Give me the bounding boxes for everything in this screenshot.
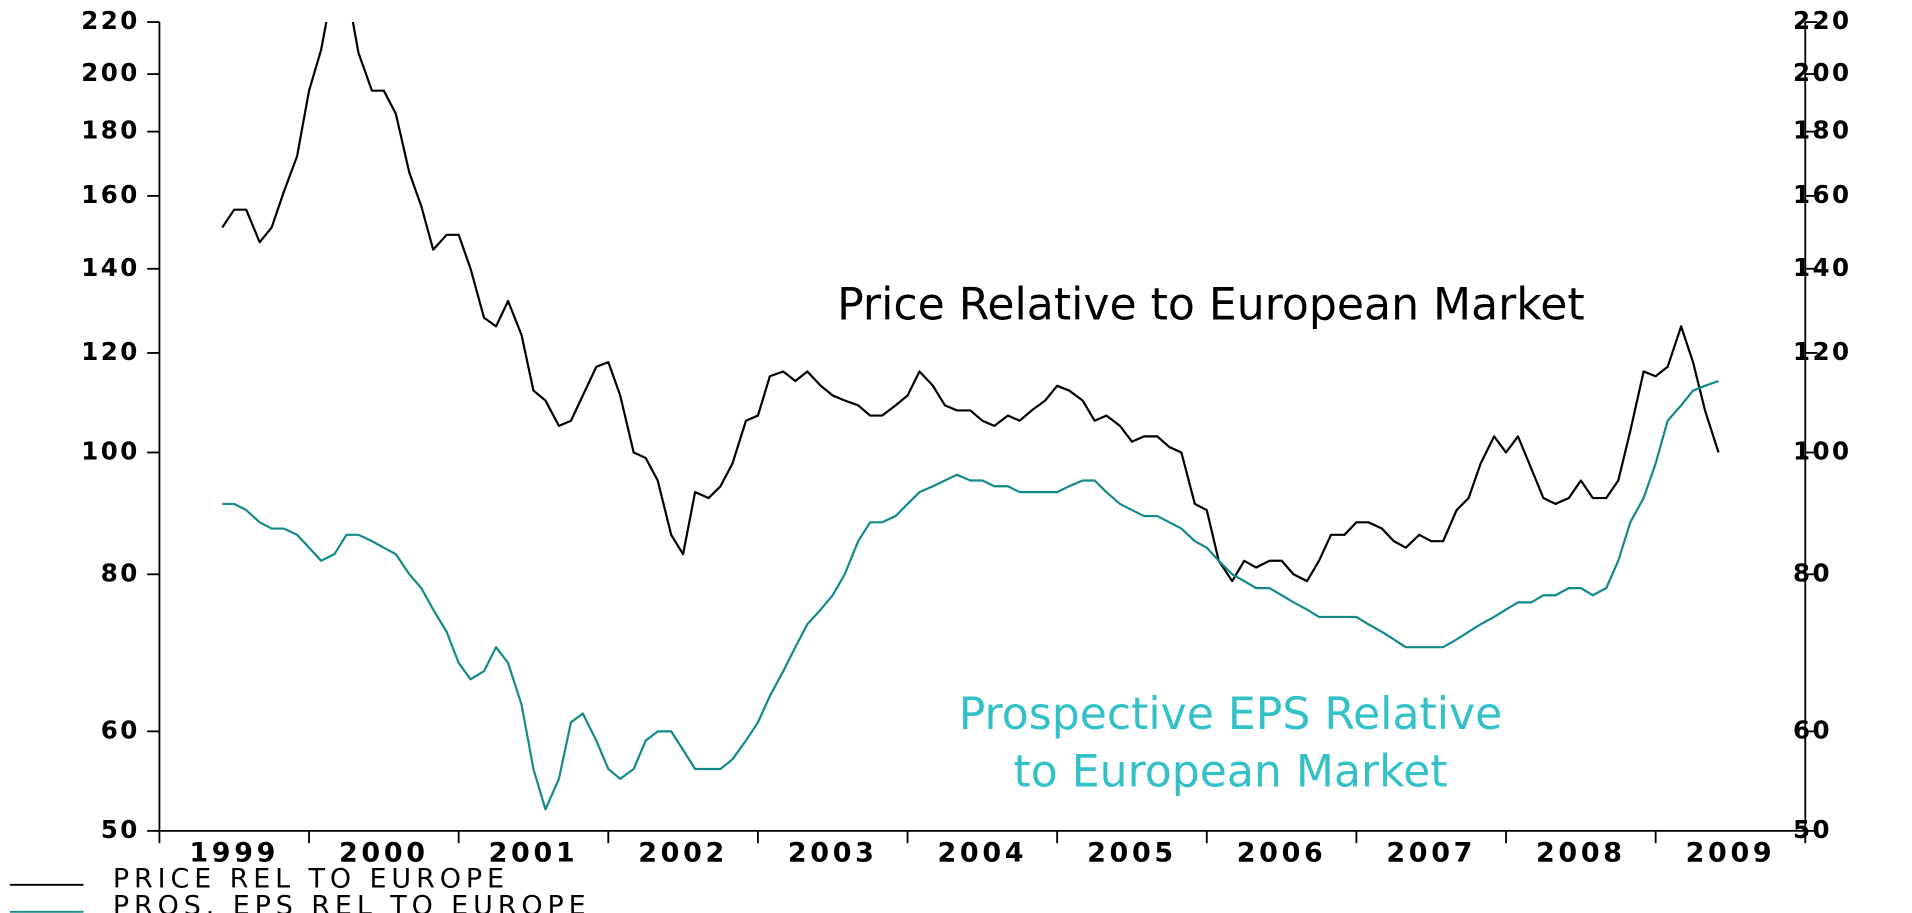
y-tick-label: 100 <box>81 436 140 465</box>
y2-tick-label: 200 <box>1793 58 1852 87</box>
y2-tick-label: 180 <box>1793 116 1852 145</box>
y2-tick-label: 220 <box>1793 6 1852 35</box>
y2-tick-label: 100 <box>1793 436 1852 465</box>
y-tick-label: 200 <box>81 58 140 87</box>
x-tick-label: 2000 <box>339 838 429 869</box>
legend-label: PRICE REL TO EUROPE <box>113 863 509 894</box>
y2-tick-label: 80 <box>1793 558 1832 587</box>
series-line <box>221 22 1720 583</box>
annotation: Prospective EPS Relative <box>959 689 1503 740</box>
y-tick-label: 60 <box>101 715 140 744</box>
y-tick-label: 160 <box>81 180 140 209</box>
annotation: Price Relative to European Market <box>837 280 1585 331</box>
x-tick-label: 2009 <box>1686 838 1776 869</box>
x-tick-label: 1999 <box>189 838 279 869</box>
x-tick-label: 2005 <box>1087 838 1177 869</box>
y2-tick-label: 50 <box>1793 815 1832 844</box>
x-tick-label: 2006 <box>1237 838 1327 869</box>
y2-tick-label: 160 <box>1793 180 1852 209</box>
x-tick-label: 2002 <box>638 838 728 869</box>
plot-area <box>221 22 1720 811</box>
annotation: to European Market <box>1013 747 1447 798</box>
legend-label: PROS. EPS REL TO EUROPE <box>113 890 591 913</box>
y-tick-label: 80 <box>101 558 140 587</box>
y-tick-label: 50 <box>101 815 140 844</box>
y2-tick-label: 120 <box>1793 337 1852 366</box>
y-tick-label: 180 <box>81 116 140 145</box>
y-tick-label: 120 <box>81 337 140 366</box>
y-tick-label: 220 <box>81 6 140 35</box>
y2-tick-label: 60 <box>1793 715 1832 744</box>
x-tick-label: 2001 <box>489 838 579 869</box>
y2-tick-label: 140 <box>1793 253 1852 282</box>
x-tick-label: 2004 <box>937 838 1027 869</box>
x-tick-label: 2008 <box>1536 838 1626 869</box>
series-line <box>222 379 1719 811</box>
x-tick-label: 2007 <box>1386 838 1476 869</box>
x-tick-label: 2003 <box>788 838 878 869</box>
y-tick-label: 140 <box>81 253 140 282</box>
